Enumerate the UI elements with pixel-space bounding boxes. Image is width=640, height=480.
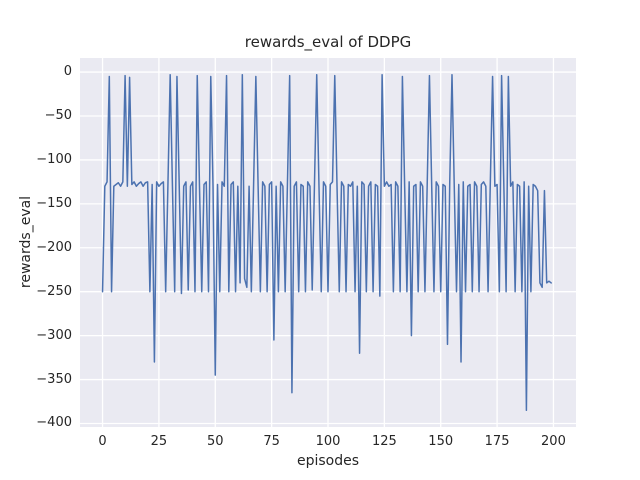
x-axis-label: episodes <box>296 453 360 469</box>
x-tick-label: 200 <box>541 434 566 449</box>
x-tick-label: 150 <box>428 434 454 449</box>
y-tick-label: −250 <box>36 283 72 299</box>
y-tick-label: −350 <box>36 371 72 387</box>
y-tick-label: −50 <box>44 107 72 123</box>
y-tick-label: −400 <box>36 415 72 431</box>
y-tick-label: −300 <box>36 327 72 343</box>
x-tick-label: 0 <box>98 434 107 449</box>
x-tick-label: 175 <box>484 434 510 449</box>
chart-title: rewards_eval of DDPG <box>244 33 412 51</box>
x-tick-label: 100 <box>315 434 341 449</box>
plot-canvas <box>80 58 576 427</box>
y-tick-label: −150 <box>36 195 72 211</box>
plot-area <box>80 58 576 427</box>
y-axis-label: rewards_eval <box>18 195 34 289</box>
reward-line-series <box>101 73 552 412</box>
y-tick-label: 0 <box>63 64 72 80</box>
y-tick-label: −200 <box>36 239 72 255</box>
x-tick-label: 125 <box>371 434 397 449</box>
y-tick-label: −100 <box>36 151 72 167</box>
x-tick-label: 50 <box>206 434 224 449</box>
x-tick-label: 75 <box>263 434 280 449</box>
x-tick-label: 25 <box>150 434 168 449</box>
